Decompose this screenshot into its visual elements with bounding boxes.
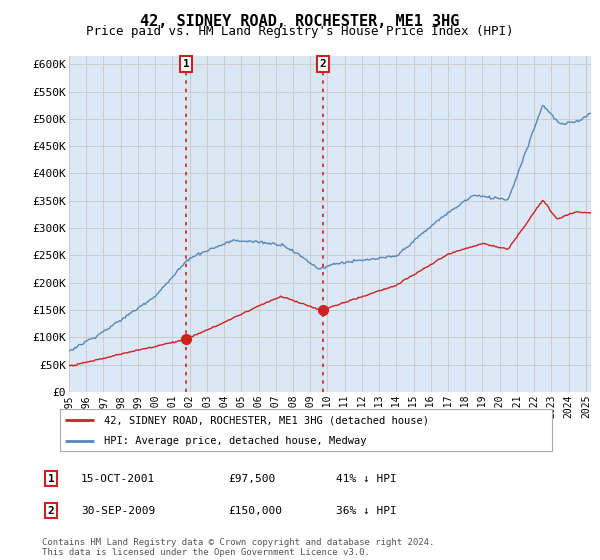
Bar	[186, 56, 323, 392]
Text: 2: 2	[47, 506, 55, 516]
Text: 1: 1	[182, 59, 190, 69]
Text: 30-SEP-2009: 30-SEP-2009	[81, 506, 155, 516]
Text: 36% ↓ HPI: 36% ↓ HPI	[336, 506, 397, 516]
Text: 42, SIDNEY ROAD, ROCHESTER, ME1 3HG (detached house): 42, SIDNEY ROAD, ROCHESTER, ME1 3HG (det…	[104, 415, 429, 425]
Text: 15-OCT-2001: 15-OCT-2001	[81, 474, 155, 484]
Text: 1: 1	[47, 474, 55, 484]
Text: Contains HM Land Registry data © Crown copyright and database right 2024.
This d: Contains HM Land Registry data © Crown c…	[42, 538, 434, 557]
Text: HPI: Average price, detached house, Medway: HPI: Average price, detached house, Medw…	[104, 436, 367, 446]
Text: Price paid vs. HM Land Registry's House Price Index (HPI): Price paid vs. HM Land Registry's House …	[86, 25, 514, 38]
Text: 41% ↓ HPI: 41% ↓ HPI	[336, 474, 397, 484]
Text: 42, SIDNEY ROAD, ROCHESTER, ME1 3HG: 42, SIDNEY ROAD, ROCHESTER, ME1 3HG	[140, 14, 460, 29]
Text: £97,500: £97,500	[228, 474, 275, 484]
Text: 2: 2	[320, 59, 326, 69]
Text: £150,000: £150,000	[228, 506, 282, 516]
